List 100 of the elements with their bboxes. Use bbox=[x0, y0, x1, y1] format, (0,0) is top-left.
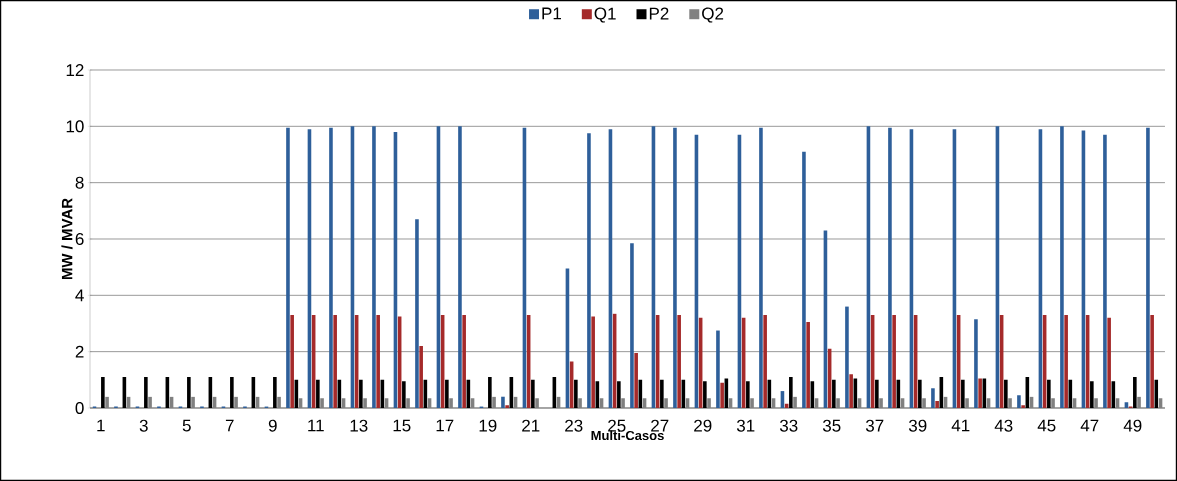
bar bbox=[935, 400, 939, 408]
bar bbox=[372, 126, 376, 408]
bar bbox=[1150, 315, 1154, 408]
legend-label: Q1 bbox=[594, 7, 616, 23]
bar bbox=[286, 127, 290, 408]
bar bbox=[806, 322, 810, 408]
bar bbox=[1107, 317, 1111, 408]
bar bbox=[505, 405, 509, 408]
bar bbox=[376, 315, 380, 408]
x-tick-label: 47 bbox=[1080, 419, 1099, 432]
bar bbox=[290, 315, 294, 408]
bar bbox=[419, 346, 423, 408]
bar bbox=[703, 381, 707, 408]
bar bbox=[677, 315, 681, 408]
bar bbox=[763, 315, 767, 408]
bar bbox=[458, 126, 462, 408]
x-tick-label: 33 bbox=[779, 419, 798, 432]
bar bbox=[333, 315, 337, 408]
bar bbox=[101, 377, 105, 408]
bar bbox=[587, 133, 591, 408]
bar bbox=[1060, 126, 1064, 408]
bar bbox=[574, 379, 578, 408]
bar bbox=[144, 377, 148, 408]
y-tick-label: 2 bbox=[75, 345, 84, 358]
x-tick-label: 9 bbox=[268, 419, 277, 432]
bar bbox=[918, 379, 922, 408]
y-tick-label: 6 bbox=[75, 232, 84, 246]
bar bbox=[329, 127, 333, 408]
y-tick-label: 8 bbox=[75, 176, 84, 189]
bar bbox=[1047, 379, 1051, 408]
bar bbox=[746, 381, 750, 408]
bar bbox=[832, 379, 836, 408]
bar bbox=[1133, 377, 1137, 408]
bar bbox=[845, 306, 849, 408]
bar bbox=[531, 379, 535, 408]
bar bbox=[462, 315, 466, 408]
bar bbox=[617, 381, 621, 408]
bar bbox=[359, 379, 363, 408]
bar bbox=[230, 377, 234, 408]
legend-label: P2 bbox=[649, 7, 669, 20]
bar bbox=[759, 127, 763, 408]
bar bbox=[1017, 395, 1021, 408]
x-tick-label: 13 bbox=[350, 419, 368, 432]
x-axis-title: Multi-Casos bbox=[591, 430, 664, 441]
bar bbox=[974, 319, 978, 408]
bar bbox=[888, 127, 892, 408]
bar bbox=[978, 378, 982, 408]
y-tick-label: 12 bbox=[66, 64, 84, 76]
bar bbox=[1064, 315, 1068, 408]
legend-label: Q2 bbox=[702, 7, 724, 23]
x-tick-label: 5 bbox=[182, 419, 191, 432]
bar bbox=[673, 127, 677, 408]
x-tick-label: 7 bbox=[225, 419, 234, 432]
bar bbox=[789, 377, 793, 408]
x-tick-label: 23 bbox=[565, 419, 583, 432]
x-tick-label: 31 bbox=[736, 419, 755, 432]
x-tick-label: 35 bbox=[822, 419, 841, 432]
x-tick-label: 27 bbox=[651, 419, 669, 432]
x-tick-label: 1 bbox=[97, 419, 105, 432]
bar bbox=[1090, 381, 1094, 408]
x-tick-label: 11 bbox=[308, 419, 324, 432]
x-tick-label: 37 bbox=[865, 419, 884, 432]
x-tick-label: 45 bbox=[1037, 419, 1056, 432]
x-tick-label: 49 bbox=[1123, 419, 1142, 432]
bar bbox=[591, 316, 595, 408]
x-tick-label: 17 bbox=[436, 419, 454, 432]
bar bbox=[187, 377, 191, 408]
x-tick-label: 41 bbox=[951, 419, 970, 432]
bar bbox=[802, 151, 806, 408]
bar bbox=[488, 377, 492, 408]
x-tick-label: 21 bbox=[522, 419, 540, 432]
bar bbox=[1004, 379, 1008, 408]
legend-label: P1 bbox=[542, 7, 561, 20]
bar bbox=[501, 396, 505, 408]
bar bbox=[1021, 405, 1025, 408]
bar bbox=[1124, 402, 1129, 408]
bar bbox=[720, 382, 724, 408]
x-tick-label: 19 bbox=[479, 419, 497, 432]
y-tick-label: 4 bbox=[75, 289, 84, 302]
bar bbox=[931, 388, 935, 408]
y-tick-label: 10 bbox=[66, 120, 84, 133]
bar bbox=[961, 379, 965, 408]
y-tick-label: 0 bbox=[75, 401, 84, 415]
bar bbox=[892, 315, 896, 408]
bar bbox=[415, 219, 419, 408]
bar bbox=[1146, 127, 1150, 408]
bar bbox=[849, 374, 853, 408]
x-tick-label: 39 bbox=[908, 419, 927, 432]
x-tick-label: 43 bbox=[994, 419, 1013, 432]
y-axis-title: MW / MVAR bbox=[61, 198, 73, 280]
bar bbox=[445, 379, 449, 408]
bar bbox=[630, 243, 634, 408]
bar bbox=[660, 379, 664, 408]
bar bbox=[273, 377, 277, 408]
bar bbox=[1103, 134, 1107, 408]
x-tick-label: 3 bbox=[139, 419, 148, 432]
x-tick-label: 29 bbox=[694, 419, 712, 432]
bar bbox=[316, 379, 320, 408]
bar bbox=[716, 330, 720, 408]
x-tick-label: 15 bbox=[393, 419, 411, 432]
